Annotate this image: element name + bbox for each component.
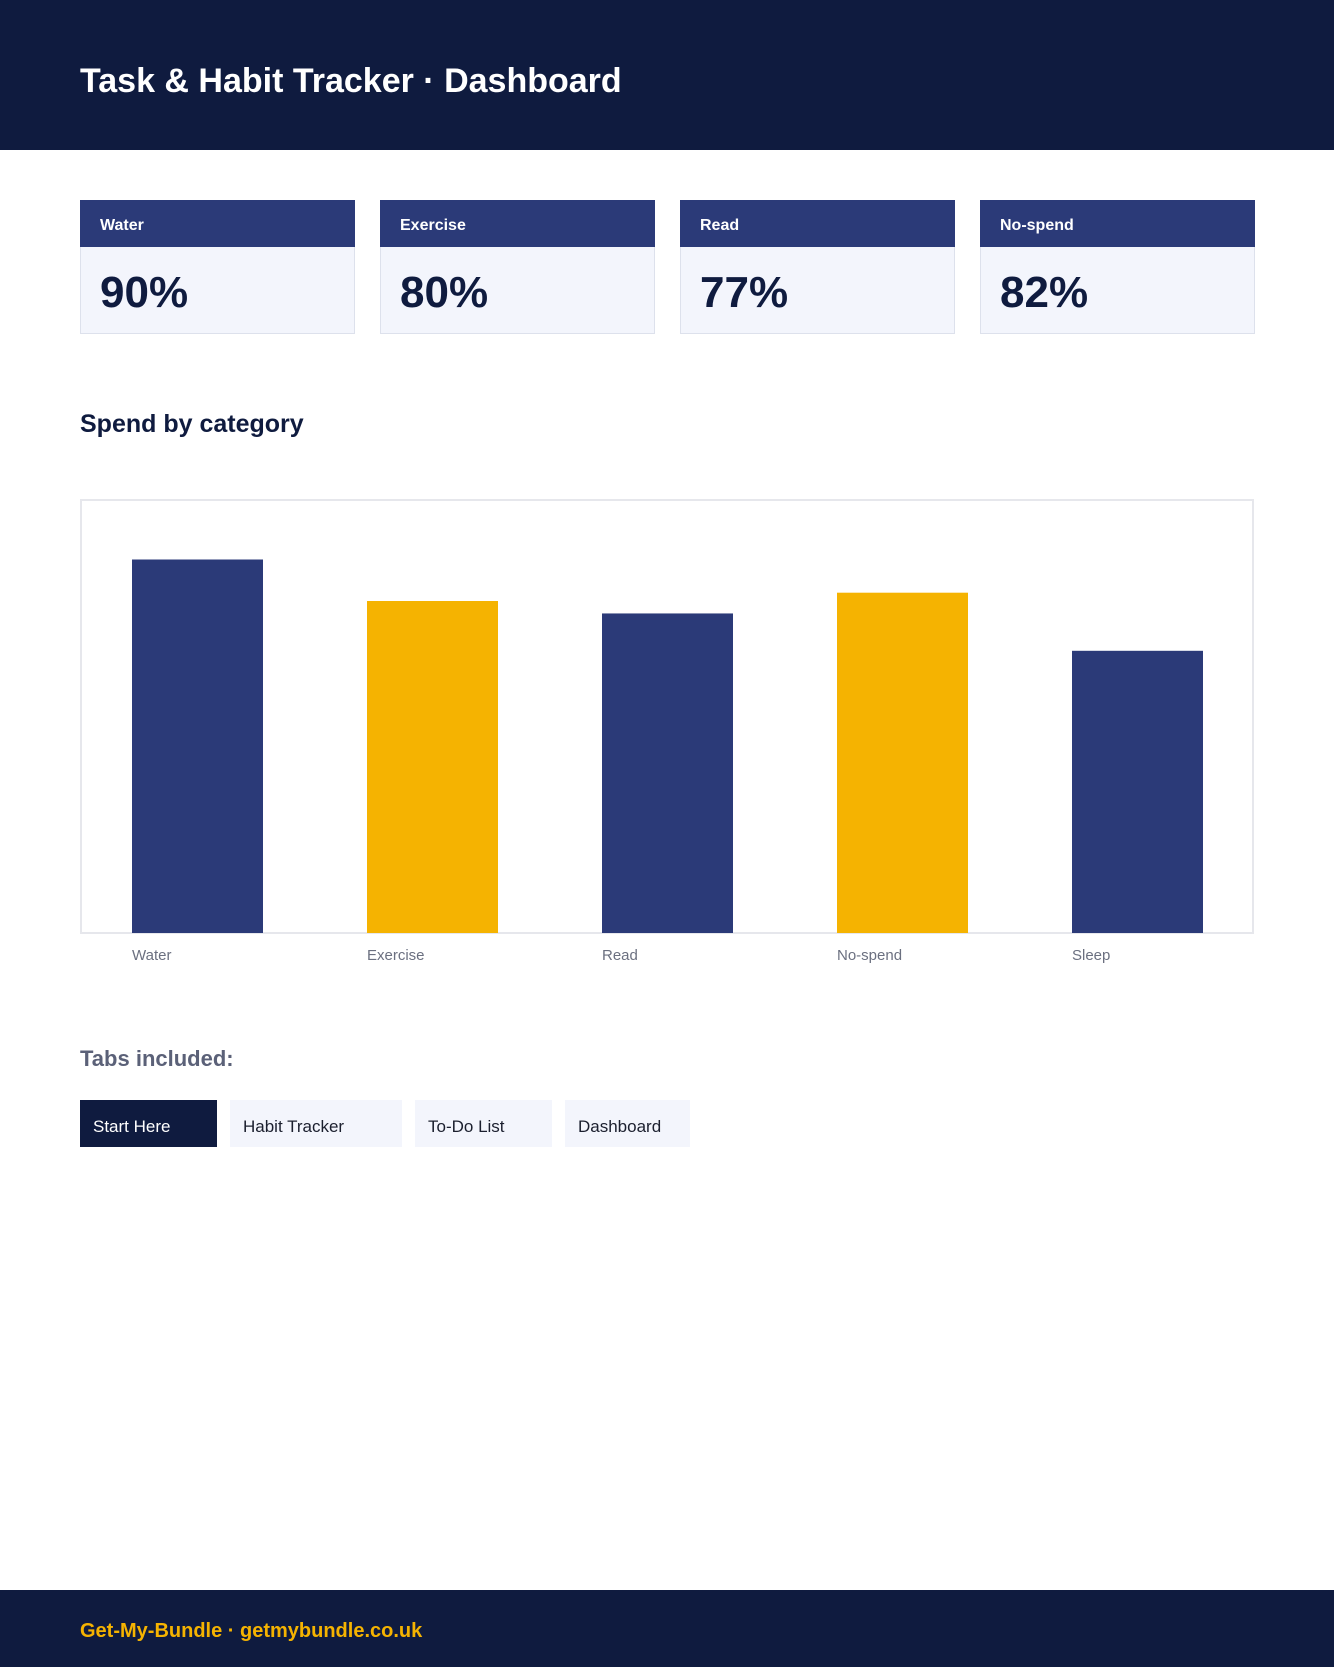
stat-card-value: 77% [700, 268, 789, 317]
page-title: Task & Habit Tracker · Dashboard [80, 62, 622, 100]
tabs-title: Tabs included: [80, 1046, 234, 1071]
stat-card-value: 82% [1000, 268, 1089, 317]
tab-start-here[interactable]: Start Here [80, 1100, 217, 1147]
stat-card-exercise: Exercise 80% [380, 200, 655, 334]
x-tick-label: Read [602, 947, 638, 964]
stat-card-label: Exercise [380, 200, 655, 247]
stat-card-label: Read [680, 200, 955, 247]
x-tick-label: Water [132, 947, 171, 964]
page-header: Task & Habit Tracker · Dashboard [0, 0, 1334, 150]
x-tick-label: No-spend [837, 947, 902, 964]
tab-dashboard[interactable]: Dashboard [565, 1100, 690, 1147]
bar-exercise [367, 601, 498, 933]
x-tick-label: Exercise [367, 947, 425, 964]
stat-card-read: Read 77% [680, 200, 955, 334]
stat-cards: Water 90% Exercise 80% Read 77% No-spend… [80, 200, 1255, 334]
tab-habit-tracker[interactable]: Habit Tracker [230, 1100, 402, 1147]
stat-card-label: Water [80, 200, 355, 247]
bar-no-spend [837, 592, 968, 933]
stat-card-label: No-spend [980, 200, 1255, 247]
tab-to-do-list[interactable]: To-Do List [415, 1100, 552, 1147]
bar-sleep [1072, 650, 1203, 933]
bar-water [132, 559, 263, 933]
stat-card-water: Water 90% [80, 200, 355, 334]
page-footer: Get-My-Bundle · getmybundle.co.uk [0, 1590, 1334, 1667]
stat-card-value: 90% [100, 268, 189, 317]
section-title: Spend by category [80, 410, 304, 438]
stat-card-no-spend: No-spend 82% [980, 200, 1255, 334]
bar-read [602, 613, 733, 933]
x-tick-label: Sleep [1072, 947, 1110, 964]
bar-chart: Water Exercise Read No-spend Sleep [132, 559, 1203, 964]
stat-card-value: 80% [400, 268, 489, 317]
footer-brand: Get-My-Bundle · getmybundle.co.uk [80, 1620, 423, 1642]
